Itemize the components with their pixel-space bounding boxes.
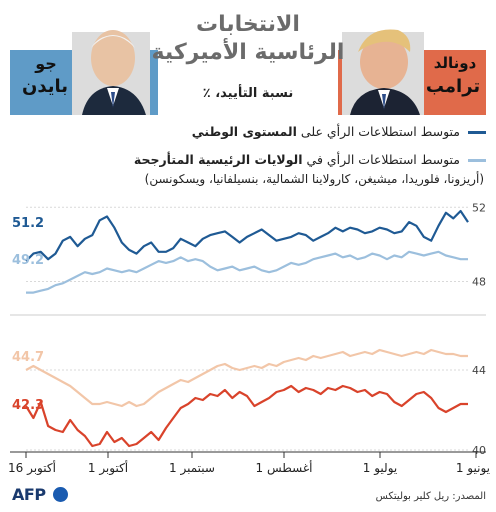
legend-swing-label: متوسط استطلاعات الرأي في الولايات الرئيس… (40, 152, 460, 167)
x-tick-label: 1 يوليو (363, 461, 397, 476)
trump-last-name: ترامب (425, 76, 481, 97)
title-line-1: الانتخابات (196, 12, 300, 37)
source-note: المصدر: ريل كلير بوليتكس (375, 491, 486, 502)
x-tick-label: 1 يونيو (456, 461, 490, 476)
chart-subtitle: نسبة التأييد، ٪ (202, 86, 294, 101)
series-line (25, 209, 469, 262)
y-tick-label: 44 (472, 364, 486, 377)
series-end-label: 44.7 (12, 350, 44, 365)
legend-national-bold: المستوى الوطني (191, 124, 297, 139)
poll-chart: 52 48 51.2 49.2 44 40 44.7 42.3 16 أكتوبر 1 أكتوب… (8, 201, 490, 476)
legend-swing-swatch (468, 159, 486, 162)
x-tick-label: 16 أكتوبر (8, 460, 56, 476)
title-line-2: الرئاسية الأميركية (151, 40, 345, 65)
biden-portrait (10, 18, 158, 115)
y-tick-label: 40 (472, 444, 486, 457)
y-tick-label: 48 (472, 275, 486, 288)
legend-national-prefix: متوسط استطلاعات الرأي على (296, 124, 460, 139)
x-tick-label: 1 أغسطس (256, 460, 313, 476)
legend-national-label: متوسط استطلاعات الرأي على المستوى الوطني (60, 124, 460, 139)
series-end-label: 49.2 (12, 253, 44, 268)
trump-portrait (338, 18, 486, 115)
series-line (25, 384, 468, 448)
afp-logo-circle (52, 487, 68, 502)
series-line (26, 250, 468, 294)
afp-logo: AFP (12, 485, 72, 507)
biden-first-name: جو (35, 54, 57, 73)
series-line (25, 348, 468, 408)
y-tick-label: 52 (472, 201, 486, 214)
trump-first-name: دونالد (433, 54, 477, 72)
legend-national-swatch (468, 131, 486, 134)
series-end-label: 42.3 (12, 398, 44, 413)
afp-logo-text: AFP (12, 485, 46, 504)
legend-swing-bold: الولايات الرئيسية المتأرجحة (133, 152, 303, 167)
x-tick-label: 1 سبتمبر (169, 461, 215, 476)
biden-last-name: بايدن (21, 76, 69, 97)
x-tick-label: 1 أكتوبر (88, 460, 128, 476)
series-end-label: 51.2 (12, 216, 44, 231)
legend-swing-prefix: متوسط استطلاعات الرأي في (302, 152, 460, 167)
legend-swing-states: (أريزونا، فلوريدا، ميشيغن، كارولاينا الش… (144, 172, 484, 186)
